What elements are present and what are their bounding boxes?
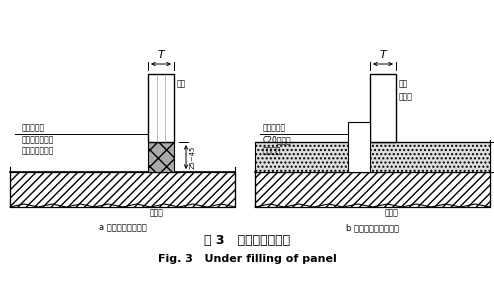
Text: T: T: [379, 50, 386, 60]
Text: 条板: 条板: [177, 79, 186, 88]
Polygon shape: [10, 172, 235, 207]
Text: a 条板底用木楔固定: a 条板底用木楔固定: [99, 223, 146, 232]
Text: 饰面刮灰浆: 饰面刮灰浆: [263, 123, 286, 132]
Polygon shape: [255, 142, 490, 172]
Text: 饰面刮灰浆: 饰面刮灰浆: [22, 123, 45, 132]
Text: 用木楔顶紧板底: 用木楔顶紧板底: [22, 135, 54, 144]
Text: 25~45: 25~45: [190, 145, 196, 169]
Text: 踢脚线: 踢脚线: [399, 92, 413, 101]
Polygon shape: [148, 74, 174, 142]
Text: 条板: 条板: [399, 79, 408, 88]
Text: Fig. 3   Under filling of panel: Fig. 3 Under filling of panel: [158, 254, 336, 264]
Text: 安装完成后取出: 安装完成后取出: [22, 146, 54, 155]
Text: C20细石混: C20细石混: [263, 135, 292, 144]
Text: b 条板底与楼板面连接: b 条板底与楼板面连接: [346, 223, 399, 232]
Polygon shape: [255, 172, 490, 207]
Text: 结构板: 结构板: [384, 208, 398, 217]
Polygon shape: [348, 122, 370, 172]
Text: T: T: [158, 50, 165, 60]
Text: 结构板: 结构板: [150, 208, 164, 217]
Polygon shape: [370, 74, 396, 142]
Text: 凝土填实: 凝土填实: [263, 146, 282, 155]
Text: 图 3   条板底填充示意: 图 3 条板底填充示意: [204, 234, 290, 246]
Polygon shape: [148, 142, 174, 172]
